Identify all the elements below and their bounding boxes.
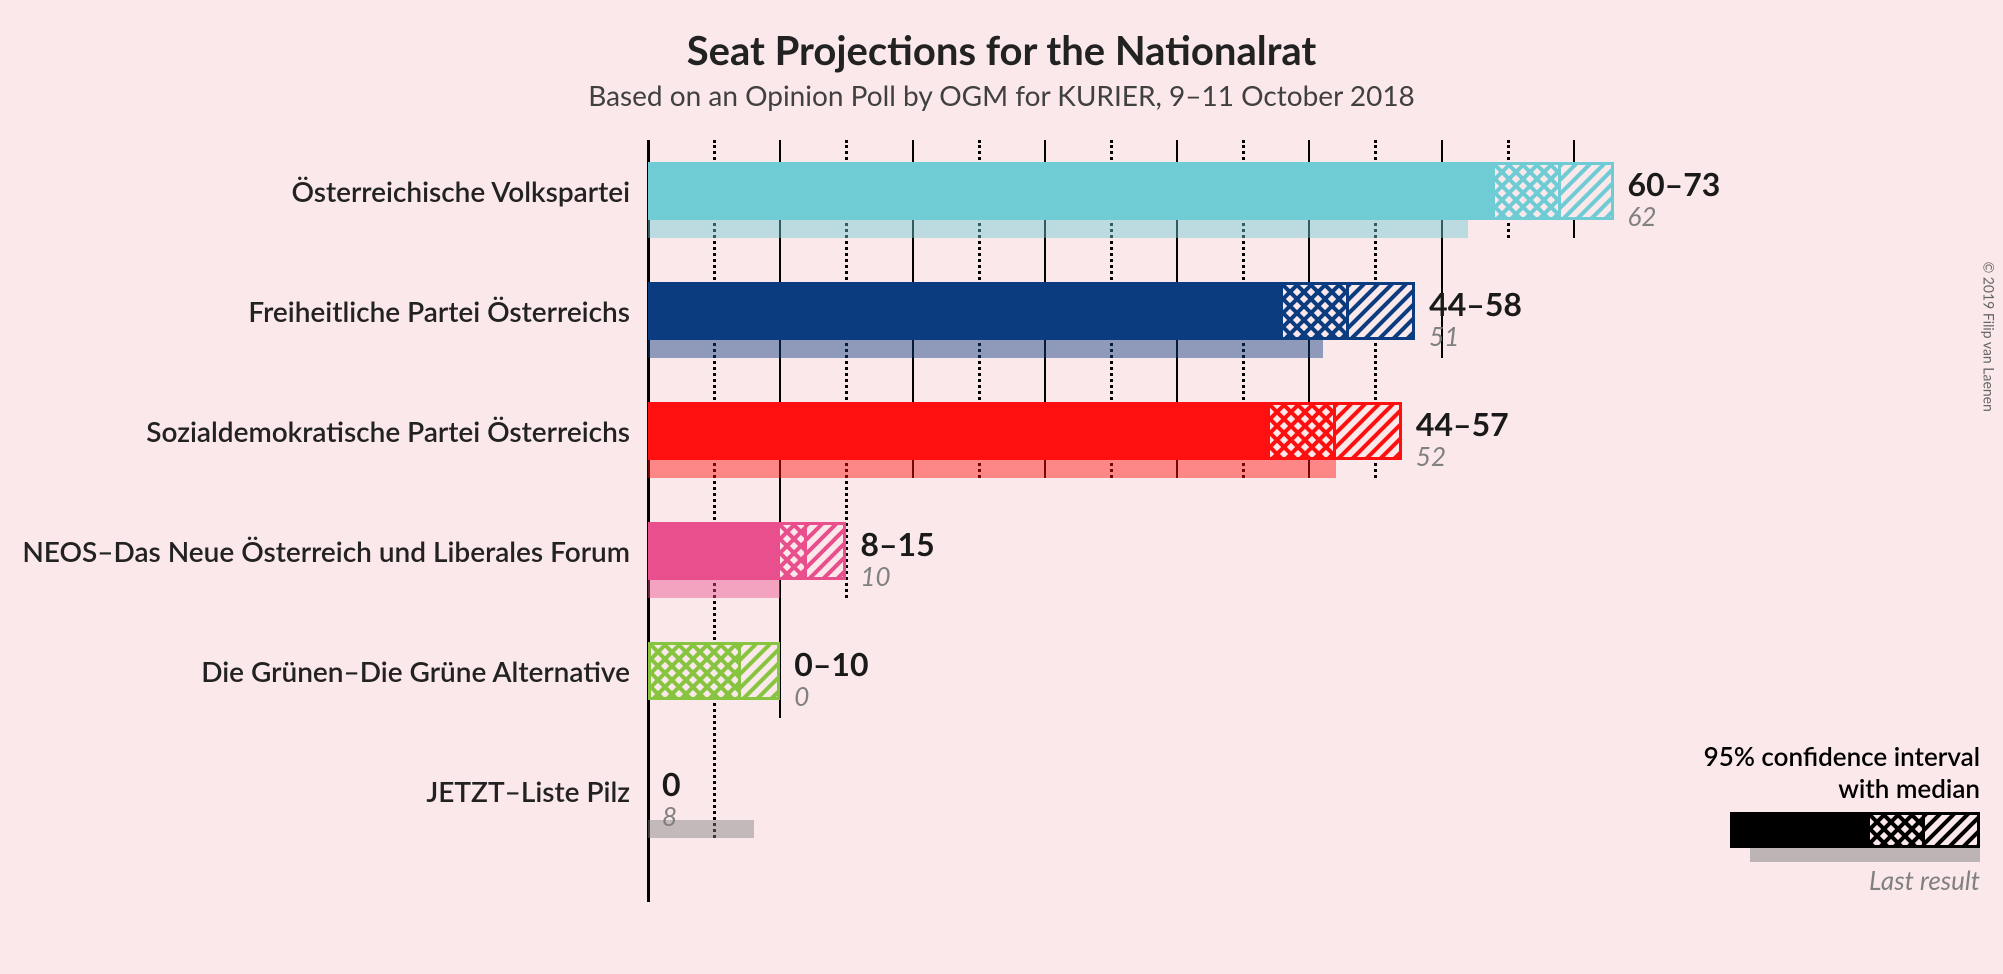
legend-median-label: with median — [1704, 772, 1980, 804]
range-label: 44–57 — [1416, 404, 1509, 443]
party-label: Die Grünen–Die Grüne Alternative — [201, 654, 630, 688]
bar-solid — [648, 162, 1495, 220]
bar-crosshatch — [1270, 402, 1336, 460]
legend-ci-label: 95% confidence interval — [1704, 740, 1980, 772]
legend-bar-solid — [1730, 812, 1870, 848]
bar-diagonal — [1336, 402, 1402, 460]
party-label: JETZT–Liste Pilz — [426, 774, 630, 808]
bar-crosshatch — [780, 522, 806, 580]
bar-last-result — [648, 340, 1323, 358]
last-result-label: 10 — [860, 560, 890, 592]
bar-diagonal — [1561, 162, 1614, 220]
chart-title: Seat Projections for the Nationalrat — [0, 26, 2003, 74]
last-result-label: 62 — [1628, 200, 1657, 232]
party-row: Die Grünen–Die Grüne Alternative 0–100 — [0, 642, 2003, 722]
party-row: NEOS–Das Neue Österreich und Liberales F… — [0, 522, 2003, 602]
bar-solid — [648, 282, 1283, 340]
bar-diagonal — [807, 522, 847, 580]
bar-solid — [648, 402, 1270, 460]
legend-last-label: Last result — [1704, 864, 1980, 896]
chart-root: Seat Projections for the Nationalrat Bas… — [0, 0, 2003, 974]
range-label: 0 — [662, 764, 681, 803]
bar-crosshatch — [1495, 162, 1561, 220]
party-row: Österreichische Volkspartei 60–7362 — [0, 162, 2003, 242]
bar-diagonal — [1349, 282, 1415, 340]
legend-bar — [1704, 812, 1980, 848]
bar-last-result — [648, 460, 1336, 478]
last-result-label: 51 — [1429, 320, 1459, 352]
last-result-label: 8 — [662, 800, 677, 832]
range-label: 60–73 — [1628, 164, 1721, 203]
bar-last-result — [648, 220, 1468, 238]
chart-subtitle: Based on an Opinion Poll by OGM for KURI… — [0, 78, 2003, 112]
range-label: 8–15 — [860, 524, 934, 563]
legend-bar-cross — [1870, 812, 1925, 848]
range-label: 0–10 — [794, 644, 868, 683]
bar-last-result — [648, 580, 780, 598]
legend-bar-diag — [1925, 812, 1980, 848]
party-label: NEOS–Das Neue Österreich und Liberales F… — [22, 534, 630, 568]
legend-container: 95% confidence intervalwith median Last r… — [1704, 740, 1980, 896]
bar-crosshatch — [1283, 282, 1349, 340]
bar-crosshatch — [648, 642, 741, 700]
range-label: 44–58 — [1429, 284, 1522, 323]
grid-minor — [713, 140, 716, 838]
last-result-label: 52 — [1416, 440, 1446, 472]
last-result-label: 0 — [794, 680, 809, 712]
party-row: Sozialdemokratische Partei Österreichs 44… — [0, 402, 2003, 482]
bar-diagonal — [741, 642, 781, 700]
legend-last-bar — [1750, 848, 1980, 862]
party-label: Sozialdemokratische Partei Österreichs — [146, 414, 630, 448]
party-label: Freiheitliche Partei Österreichs — [248, 294, 630, 328]
party-row: Freiheitliche Partei Österreichs 44–5851 — [0, 282, 2003, 362]
party-row: JETZT–Liste Pilz 08 — [0, 762, 2003, 842]
party-label: Österreichische Volkspartei — [291, 174, 630, 208]
bar-solid — [648, 522, 780, 580]
